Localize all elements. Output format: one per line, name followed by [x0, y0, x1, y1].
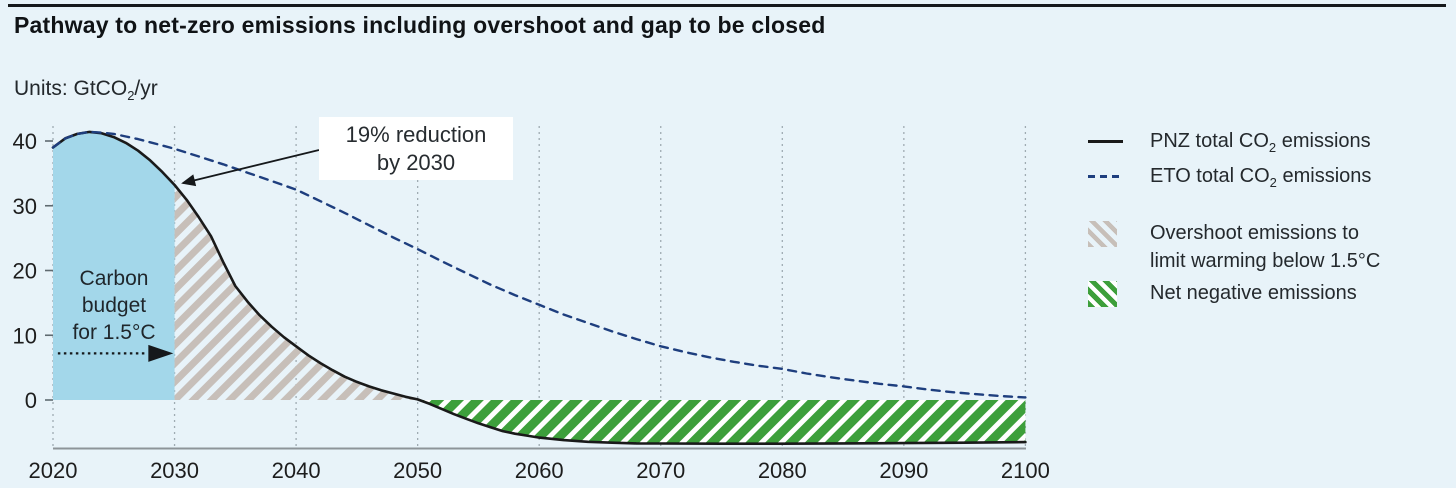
legend-item-net-negative: Net negative emissions: [1088, 279, 1448, 307]
legend-item-pnz: PNZ total CO2 emissions: [1088, 127, 1448, 162]
units-text: Units: GtCO: [14, 77, 128, 100]
y-tick-label-40: 40: [13, 129, 37, 154]
area-2-hatch-green: [420, 400, 1026, 444]
legend: PNZ total CO2 emissions ETO total CO2 em…: [1088, 127, 1448, 307]
x-tick-label-2020: 2020: [29, 458, 78, 483]
units-subscript: 2: [127, 88, 135, 104]
legend-label-net-negative: Net negative emissions: [1150, 282, 1357, 304]
y-tick-label-30: 30: [13, 194, 37, 219]
legend-item-eto: ETO total CO2 emissions: [1088, 162, 1448, 197]
carbon-budget-line3: for 1.5°C: [72, 321, 156, 344]
x-tick-label-2050: 2050: [393, 458, 442, 483]
x-tick-label-2080: 2080: [758, 458, 807, 483]
area-0-solid: [53, 131, 175, 400]
reduction-annotation-box: 19% reduction by 2030: [319, 117, 513, 180]
x-tick-label-2060: 2060: [515, 458, 564, 483]
green-hatch-swatch-icon: [1088, 281, 1117, 307]
x-tick-label-2070: 2070: [636, 458, 685, 483]
series-line-pnz: [51, 130, 1027, 445]
page-title: Pathway to net-zero emissions including …: [14, 12, 826, 38]
legend-label-overshoot: Overshoot emissions to limit warming bel…: [1150, 222, 1381, 272]
area-1-hatch-gray: [174, 185, 421, 401]
x-tick-label-2040: 2040: [272, 458, 321, 483]
units-label: Units: GtCO2/yr: [14, 77, 158, 103]
legend-label-eto: ETO total CO2 emissions: [1150, 165, 1372, 190]
solid-line-swatch-icon: [1088, 140, 1123, 143]
dashed-line-swatch-icon: [1088, 175, 1123, 178]
units-suffix: /yr: [134, 77, 158, 100]
carbon-budget-line1: Carbon: [79, 267, 149, 290]
x-tick-label-2100: 2100: [1001, 458, 1050, 483]
legend-label-pnz: PNZ total CO2 emissions: [1150, 130, 1371, 155]
x-tick-label-2090: 2090: [879, 458, 928, 483]
y-tick-label-0: 0: [25, 388, 37, 413]
top-rule: [8, 4, 1446, 7]
y-tick-label-20: 20: [13, 259, 37, 284]
y-tick-label-10: 10: [13, 323, 37, 348]
reduction-line1: 19% reduction: [345, 122, 487, 147]
carbon-budget-annotation: Carbon budget for 1.5°C: [56, 265, 172, 346]
budget-arrowhead-icon: [148, 344, 174, 362]
reduction-arrow: [181, 149, 320, 187]
reduction-line2: by 2030: [376, 150, 456, 175]
legend-item-overshoot: Overshoot emissions to limit warming bel…: [1088, 219, 1448, 275]
carbon-budget-line2: budget: [81, 294, 147, 317]
gray-hatch-swatch-icon: [1088, 221, 1117, 247]
series-line-eto: [51, 130, 1027, 399]
x-tick-label-2030: 2030: [150, 458, 199, 483]
